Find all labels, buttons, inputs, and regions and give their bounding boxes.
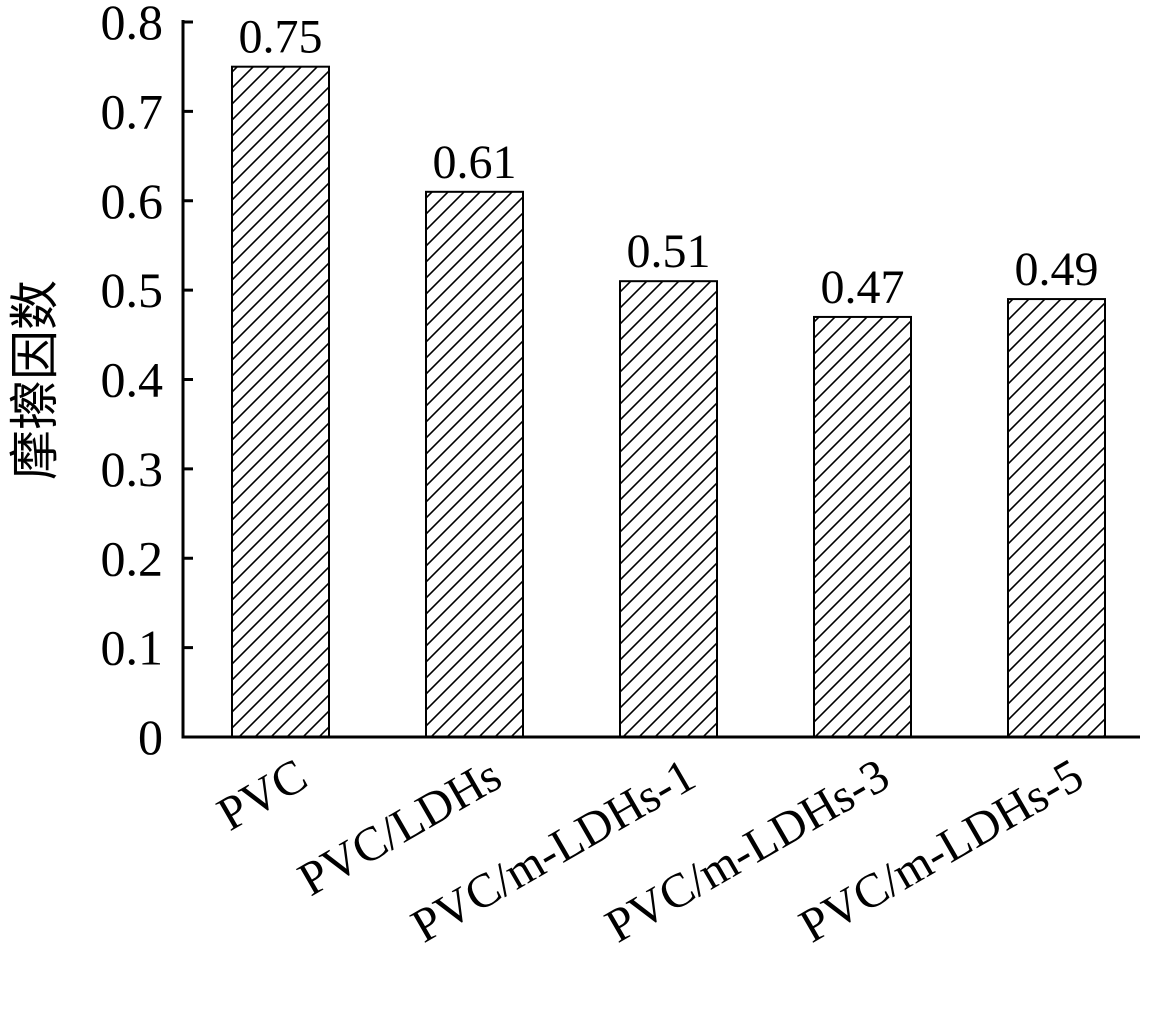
bar-5 — [1007, 298, 1106, 738]
value-label-4: 0.47 — [821, 261, 905, 314]
bar-2 — [425, 190, 524, 738]
value-label-2: 0.61 — [433, 136, 517, 189]
bar-1 — [231, 65, 330, 738]
y-axis-label: 摩擦因数 — [7, 280, 63, 480]
y-tick-label-6: 0.6 — [101, 173, 164, 229]
value-label-3: 0.51 — [627, 225, 711, 278]
bar-4 — [813, 315, 912, 738]
y-axis: 0 0.1 0.2 0.3 0.4 0.5 0.6 0.7 0.8 — [101, 0, 193, 765]
category-label-1: PVC — [209, 749, 316, 842]
y-tick-label-2: 0.2 — [101, 530, 164, 586]
bar-3 — [619, 280, 718, 738]
category-labels: PVCPVC/LDHsPVC/m-LDHs-1PVC/m-LDHs-3PVC/m… — [209, 749, 1092, 954]
y-tick-label-1: 0.1 — [101, 620, 164, 676]
y-tick-label-3: 0.3 — [101, 441, 164, 497]
value-label-5: 0.49 — [1015, 243, 1099, 296]
y-tick-label-5: 0.5 — [101, 262, 164, 318]
bars — [231, 65, 1106, 738]
y-tick-label-4: 0.4 — [101, 352, 164, 408]
y-tick-label-7: 0.7 — [101, 83, 164, 139]
value-labels: 0.75 0.61 0.51 0.47 0.49 — [239, 11, 1099, 314]
y-tick-label-0: 0 — [138, 709, 163, 765]
value-label-1: 0.75 — [239, 11, 323, 64]
y-tick-label-8: 0.8 — [101, 0, 164, 50]
